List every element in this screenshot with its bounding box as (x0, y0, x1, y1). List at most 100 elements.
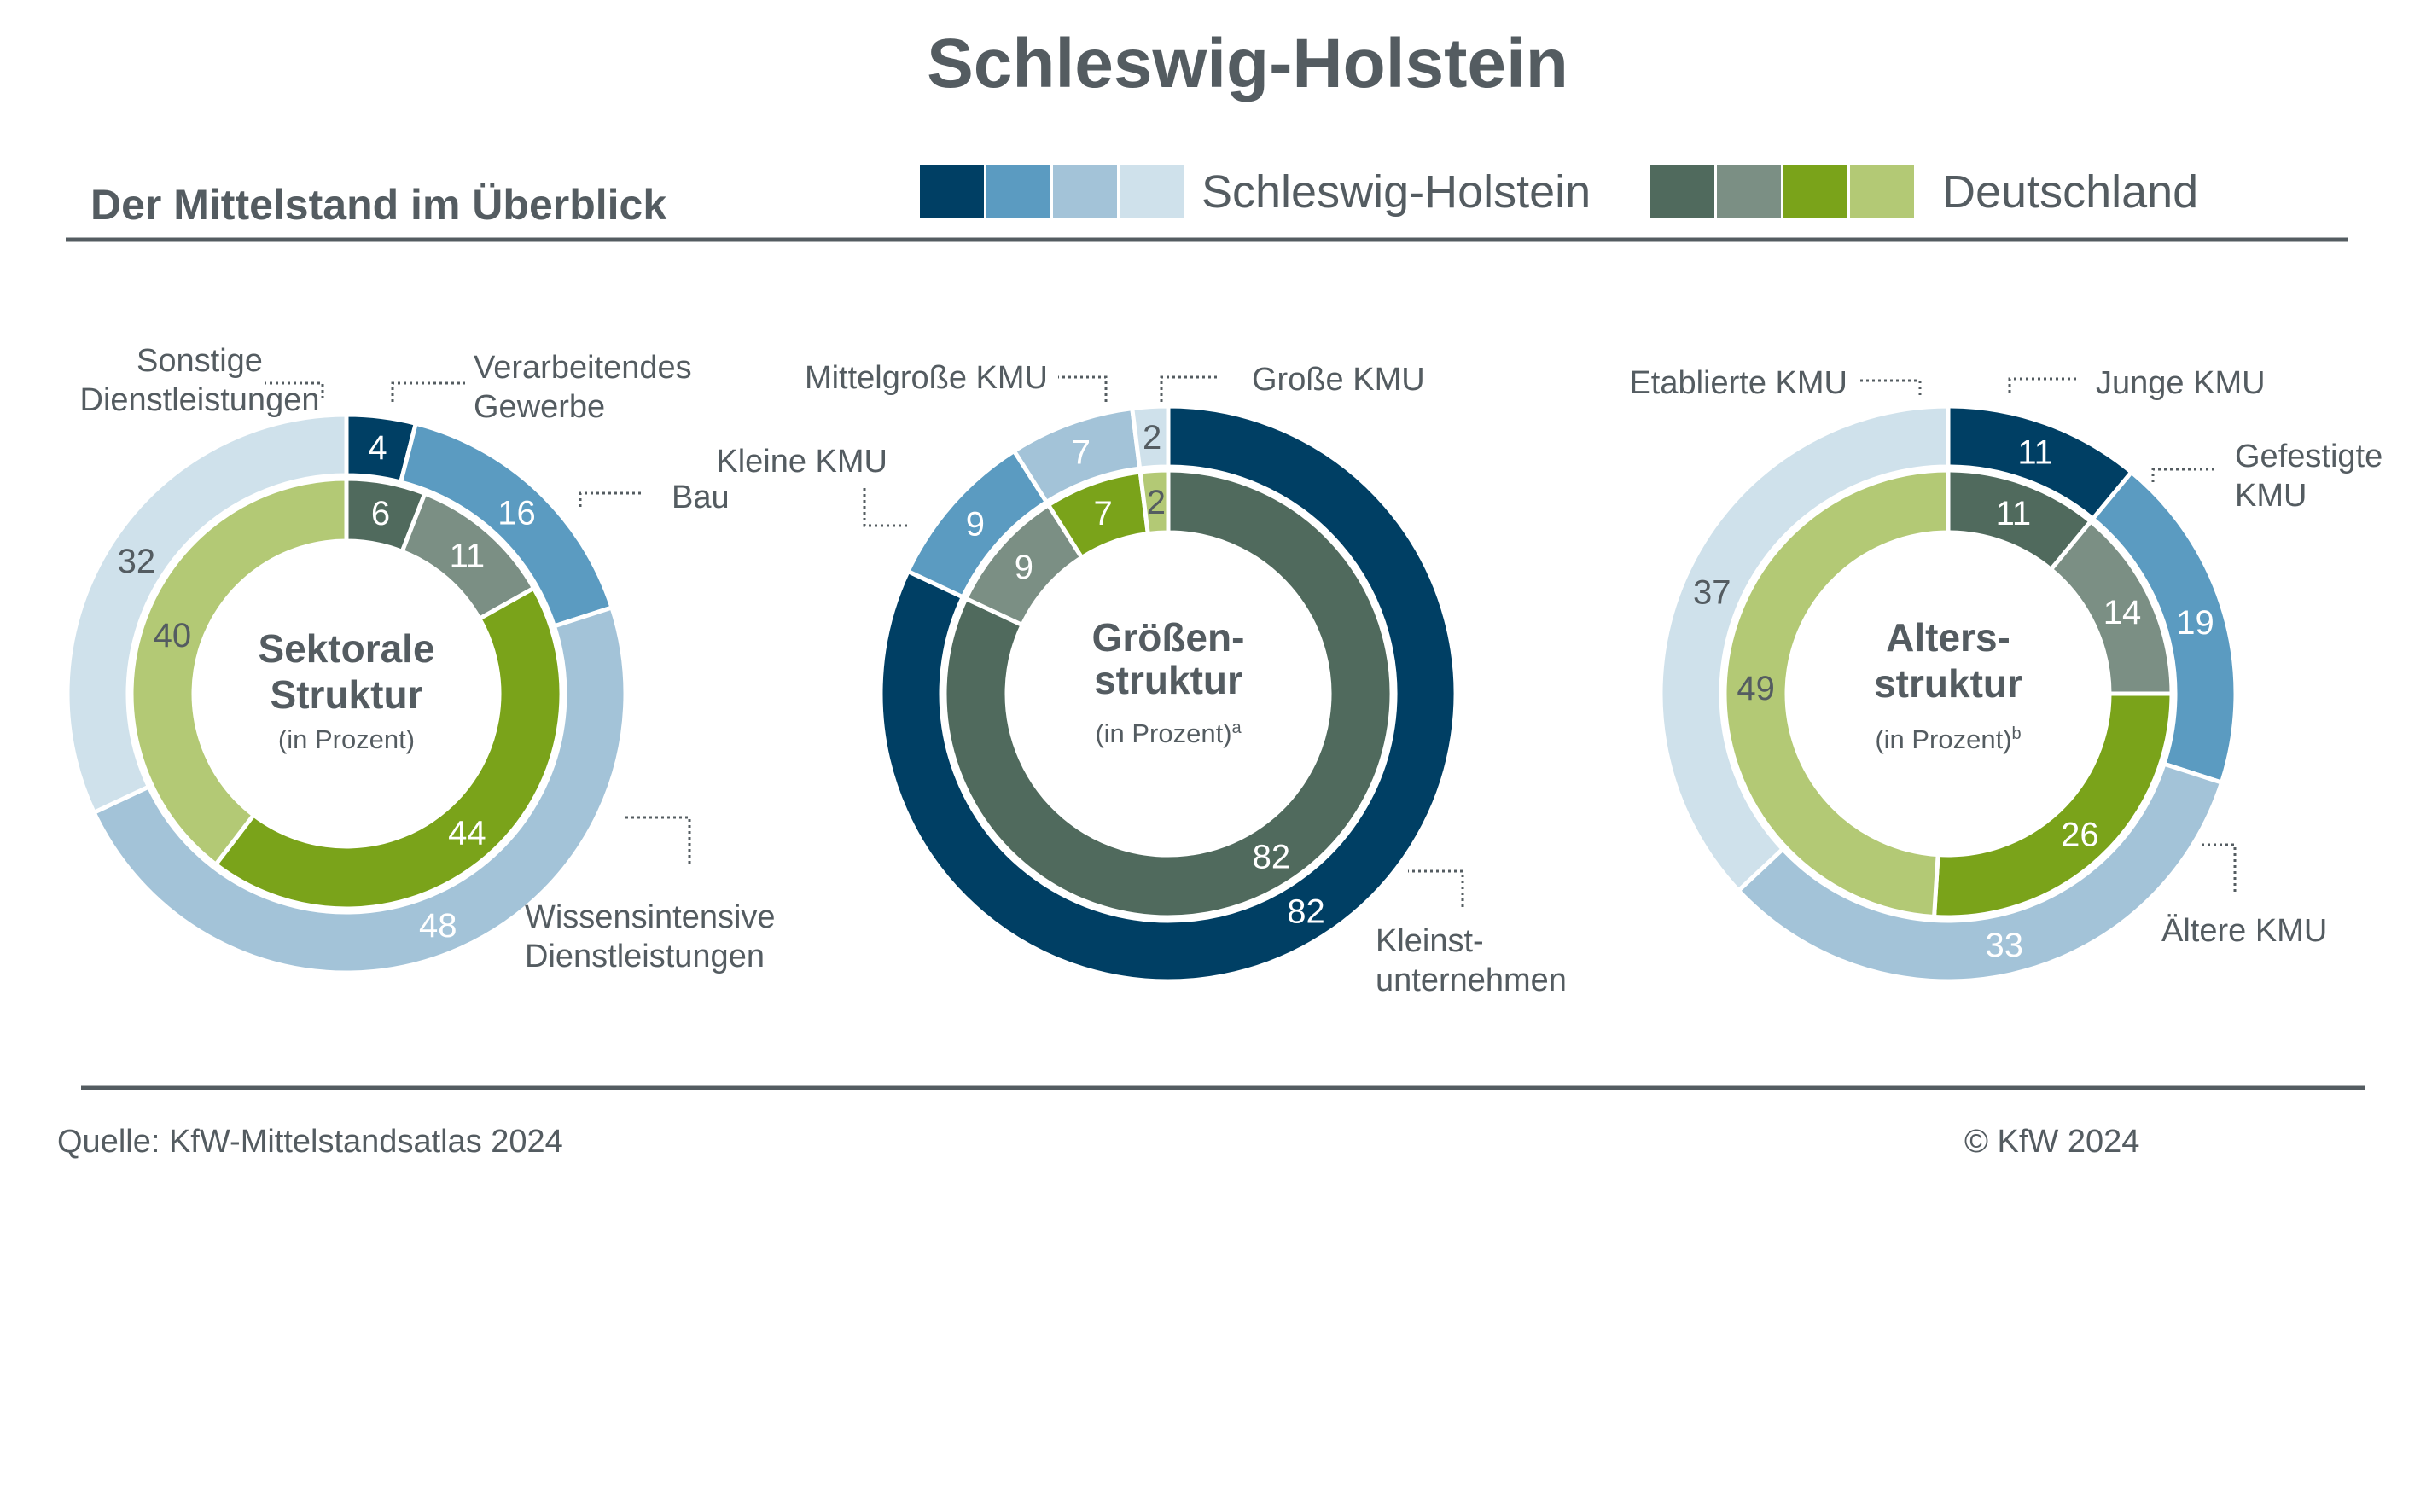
donut-2-outer-segment-kleinstunternehmen (878, 404, 1458, 984)
donut-1-leader-line-sonstige-dienstleistungen (265, 381, 324, 398)
donut-3-inner-value-etablierte-kmu: 49 (1737, 670, 1775, 707)
donut-1-category-label-verarbeitendes-gewerbe: Verarbeitendes Gewerbe (474, 350, 692, 425)
donut-3-outer-segment-aeltere-kmu (1735, 761, 2225, 984)
legend-swatch-sh-3 (1053, 165, 1117, 218)
donut-3-outer-value-junge-kmu: 11 (2017, 433, 2053, 471)
category-label-line: Wissensintensive (525, 899, 776, 935)
category-label-line: Verarbeitendes (474, 350, 692, 386)
donut-2-outer-value-kleinstunternehmen: 82 (1287, 893, 1325, 931)
donut-3-outer-segment-etablierte-kmu (1658, 404, 1951, 894)
donut-1-leader-line-bau (579, 491, 642, 507)
donut-1-outer-value-verarbeitendes-gewerbe: 4 (368, 429, 387, 467)
donut-2-category-label-kleinstunternehmen: Kleinst-unternehmen (1376, 923, 1567, 998)
donut-1-category-label-bau: Bau (672, 480, 730, 515)
donut-2-center-title-line-1: Größen- (1092, 615, 1245, 660)
donut-2-leader-line-kleinstunternehmen (1408, 869, 1464, 907)
donut-3-outer-value-gefestigte-kmu: 19 (2176, 604, 2214, 642)
donut-1-center-title-line-1: Sektorale (258, 626, 434, 671)
donut-2-inner-segment-grosse-kmu (1137, 468, 1171, 537)
category-label-line: Dienstleistungen (80, 382, 320, 418)
donut-2-category-label-mittelgrosse-kmu: Mittelgroße KMU (805, 360, 1048, 396)
legend: Schleswig-Holstein Deutschland (920, 165, 2198, 218)
donut-3-center-note: (in Prozent)b (1875, 724, 2021, 754)
donut-2-center-note-footnote: a (1232, 718, 1242, 737)
donut-3-inner-segment-etablierte-kmu (1722, 468, 1951, 920)
donut-3-category-label-gefestigte-kmu: Gefestigte KMU (2235, 439, 2383, 514)
category-label-line: Bau (672, 480, 730, 515)
donut-3-leader-line-junge-kmu (2008, 377, 2078, 393)
donut-1-leader-line-verarbeitendes-gewerbe (391, 381, 465, 402)
category-label-line: KMU (2235, 478, 2307, 514)
section-subtitle: Der Mittelstand im Überblick (90, 181, 666, 229)
donut-1-inner-segment-sonstige-dienstleistungen (129, 476, 349, 868)
donut-1-outer-value-bau: 16 (497, 495, 536, 532)
donut-3-inner-value-aeltere-kmu: 26 (2061, 816, 2099, 853)
legend-swatch-de-4 (1850, 165, 1914, 218)
category-label-line: Große KMU (1252, 362, 1425, 398)
donut-3-leader-line-aeltere-kmu (2199, 843, 2237, 892)
category-label-line: Mittelgroße KMU (805, 360, 1048, 396)
category-label-line: Kleinst- (1376, 923, 1484, 959)
category-label-line: Sonstige (137, 343, 263, 379)
category-label-line: Junge KMU (2096, 365, 2266, 401)
donut-2-outer-segment-grosse-kmu (1129, 404, 1171, 471)
donut-3-leader-line-etablierte-kmu (1860, 379, 1922, 395)
donut-1-inner-segment-wissensintensive-dienstleistungen (212, 584, 564, 911)
donut-1-inner-value-verarbeitendes-gewerbe: 6 (371, 495, 390, 532)
donut-3-center-title-line-1: Alters- (1886, 615, 2010, 660)
donut-3-leader-line-gefestigte-kmu (2151, 468, 2217, 482)
donut-3-outer-value-etablierte-kmu: 37 (1693, 573, 1731, 611)
donut-3-inner-segment-aeltere-kmu (1931, 691, 2174, 920)
legend-swatch-sh-2 (986, 165, 1050, 218)
legend-swatch-de-1 (1650, 165, 1714, 218)
category-label-line: Etablierte KMU (1629, 365, 1847, 401)
donut-3-category-label-aeltere-kmu: Ältere KMU (2161, 913, 2327, 949)
legend-label-deutschland: Deutschland (1942, 166, 2198, 218)
donut-1-inner-value-sonstige-dienstleistungen: 40 (154, 617, 192, 654)
donut-1-center-note: (in Prozent) (278, 724, 415, 754)
legend-swatch-sh-1 (920, 165, 984, 218)
donut-2-inner-segment-kleinstunternehmen (942, 468, 1394, 920)
donut-2-inner-value-mittelgrosse-kmu: 7 (1093, 495, 1112, 532)
donut-3-center-note-footnote: b (2012, 724, 2022, 743)
donut-2-leader-line-mittelgrosse-kmu (1058, 375, 1108, 402)
donut-1-outer-segment-wissensintensive-dienstleistungen (90, 604, 628, 975)
donut-1-category-label-sonstige-dienstleistungen: Sonstige Dienstleistungen (80, 343, 320, 418)
donut-1-inner-value-bau: 11 (450, 537, 486, 574)
donut-2-leader-line-grosse-kmu (1160, 375, 1220, 402)
donut-2-inner-value-kleinstunternehmen: 82 (1253, 838, 1291, 875)
donut-2-category-label-grosse-kmu: Große KMU (1252, 362, 1425, 398)
donut-3-category-label-etablierte-kmu: Etablierte KMU (1629, 365, 1847, 401)
donut-2-center-note: (in Prozent)a (1095, 718, 1242, 748)
donut-1-inner-value-wissensintensive-dienstleistungen: 44 (448, 815, 486, 852)
legend-swatch-de-2 (1717, 165, 1781, 218)
donut-1-outer-value-sonstige-dienstleistungen: 32 (118, 543, 156, 580)
page-title: Schleswig-Holstein (927, 25, 1568, 102)
source-note: Quelle: KfW-Mittelstandsatlas 2024 (57, 1124, 563, 1160)
legend-label-schleswig-holstein: Schleswig-Holstein (1201, 166, 1591, 218)
donut-1-leader-line-wissensintensive-dienstleistungen (623, 816, 691, 864)
donut-3-outer-value-aeltere-kmu: 33 (1986, 927, 2024, 964)
category-label-line: Kleine KMU (716, 444, 887, 480)
donut-3-center-title-line-2: struktur (1874, 661, 2022, 706)
category-label-line: unternehmen (1376, 962, 1567, 998)
donut-2-center-title-line-2: struktur (1094, 658, 1242, 702)
donut-1-center-title-line-2: Struktur (271, 672, 423, 717)
donut-1-outer-value-wissensintensive-dienstleistungen: 48 (419, 907, 457, 945)
copyright-note: © KfW 2024 (1964, 1124, 2139, 1160)
donut-1-category-label-wissensintensive-dienstleistungen: Wissensintensive Dienstleistungen (525, 899, 776, 974)
category-label-line: Gefestigte (2235, 439, 2383, 474)
donut-3-inner-value-gefestigte-kmu: 14 (2103, 594, 2142, 631)
donut-2-outer-value-mittelgrosse-kmu: 7 (1072, 433, 1091, 471)
donut-1-outer-segment-sonstige-dienstleistungen (65, 412, 349, 816)
donut-2-outer-value-kleine-kmu: 9 (966, 506, 985, 544)
donut-chart-3: 11 19 33 37 11 14 26 49 Alters-struktur (in Proze… (1629, 365, 2383, 984)
donut-2-category-label-kleine-kmu: Kleine KMU (716, 444, 887, 480)
donut-3-inner-value-junge-kmu: 11 (1996, 495, 2032, 532)
category-label-line: Dienstleistungen (525, 939, 765, 974)
